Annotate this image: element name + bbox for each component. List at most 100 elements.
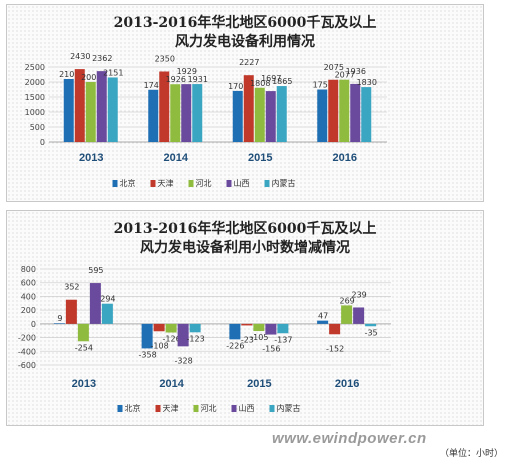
bar-2014-河北 (165, 323, 177, 333)
bar-2014-河北 (170, 84, 181, 142)
y-tick-label: -400 (18, 347, 36, 356)
data-label: 269 (339, 296, 354, 305)
data-label: 47 (318, 312, 328, 321)
y-tick-label: 500 (30, 123, 45, 132)
bar-2016-河北 (341, 305, 353, 324)
legend-swatch (155, 405, 161, 412)
bar-2016-山西 (350, 83, 361, 142)
y-tick-label: 600 (21, 279, 36, 288)
y-tick-label: 1000 (25, 108, 45, 117)
bar-2016-内蒙古 (361, 87, 372, 142)
category-label: 2015 (248, 152, 272, 164)
data-label: 9 (57, 314, 62, 323)
data-label: -108 (151, 341, 169, 350)
data-label: -156 (262, 345, 280, 354)
legend-label: 北京 (125, 403, 141, 413)
bar-2013-天津 (65, 299, 77, 324)
legend-label: 内蒙古 (272, 178, 296, 188)
bar-2015-天津 (243, 75, 254, 142)
bar-2013-内蒙古 (107, 77, 118, 142)
y-tick-label: 200 (21, 306, 36, 315)
legend-swatch (112, 180, 118, 187)
bar-2013-内蒙古 (101, 303, 113, 324)
data-label: -328 (175, 356, 193, 365)
bar-2013-北京 (53, 323, 65, 324)
y-tick-label: 0 (40, 138, 45, 147)
data-label: 2430 (70, 52, 90, 61)
bar-2016-内蒙古 (365, 323, 377, 327)
data-label: 1808 (250, 79, 270, 88)
data-label: 1929 (177, 67, 197, 76)
data-label: -254 (75, 343, 93, 352)
bar-2016-天津 (329, 323, 341, 335)
data-label: 1750 (313, 81, 333, 90)
data-label: -123 (187, 334, 205, 343)
bar-2015-北京 (232, 90, 243, 142)
data-label: 294 (100, 295, 115, 304)
bar-2015-河北 (254, 87, 265, 142)
bar-2016-北京 (317, 320, 329, 324)
legend-label: 天津 (158, 178, 174, 188)
bar-2016-天津 (328, 79, 339, 142)
bar-2014-北京 (141, 323, 153, 349)
legend-swatch (264, 180, 270, 187)
legend-swatch (226, 180, 232, 187)
y-tick-label: 800 (21, 265, 36, 274)
legend-label: 天津 (163, 403, 179, 413)
bar-2015-山西 (265, 91, 276, 142)
chart-panel-change: 2013-2016年华北地区6000千瓦及以上 风力发电设备利用小时数增减情况 -6… (6, 210, 484, 426)
y-tick-label: 400 (21, 292, 36, 301)
legend-label: 北京 (120, 178, 136, 188)
bar-2015-天津 (241, 323, 253, 326)
data-label: 1703 (228, 82, 248, 91)
bar-2016-河北 (339, 79, 350, 142)
category-label: 2013 (72, 378, 96, 390)
chart-title-line: 2013-2016年华北地区6000千瓦及以上 (114, 220, 377, 237)
legend-swatch (188, 180, 194, 187)
category-label: 2016 (335, 378, 359, 390)
bar-2013-河北 (85, 81, 96, 142)
bar-2014-山西 (181, 84, 192, 142)
data-label: 2362 (92, 54, 112, 63)
bar-2013-河北 (77, 323, 89, 342)
data-label: 1830 (357, 78, 377, 87)
bar-2015-内蒙古 (276, 86, 287, 142)
data-label: -137 (274, 335, 292, 344)
data-label: 2077 (335, 71, 355, 80)
legend-label: 山西 (239, 403, 255, 413)
bar-2016-北京 (317, 89, 328, 142)
data-label: 2350 (155, 55, 175, 64)
data-label: 352 (64, 283, 79, 292)
data-label: 1697 (261, 74, 281, 83)
category-label: 2016 (333, 152, 357, 164)
chart-title-line: 风力发电设备利用小时数增减情况 (140, 239, 350, 256)
legend-swatch (150, 180, 156, 187)
category-label: 2015 (247, 378, 271, 390)
bar-2015-山西 (265, 323, 277, 335)
category-label: 2014 (164, 152, 189, 164)
chart-title-line: 风力发电设备利用情况 (175, 33, 315, 50)
data-label: -126 (163, 334, 181, 343)
bar-2014-山西 (177, 323, 189, 347)
category-label: 2013 (79, 152, 103, 164)
data-label: 595 (88, 266, 103, 275)
data-label: -226 (226, 341, 244, 350)
data-label: 2100 (59, 70, 79, 79)
legend-swatch (231, 405, 237, 412)
data-label: 2151 (103, 68, 123, 77)
legend-swatch (269, 405, 275, 412)
legend-label: 河北 (201, 403, 217, 413)
legend-swatch (193, 405, 199, 412)
bar-2015-内蒙古 (277, 323, 289, 334)
legend-label: 内蒙古 (277, 403, 301, 413)
data-label: -152 (326, 344, 344, 353)
data-label: 1865 (272, 77, 292, 86)
bar-2015-河北 (253, 323, 265, 332)
watermark-text: www.ewindpower.cn (272, 430, 427, 447)
y-tick-label: 0 (31, 320, 36, 329)
bar-2013-天津 (74, 69, 85, 142)
legend-swatch (117, 405, 123, 412)
data-label: 1931 (188, 75, 208, 84)
